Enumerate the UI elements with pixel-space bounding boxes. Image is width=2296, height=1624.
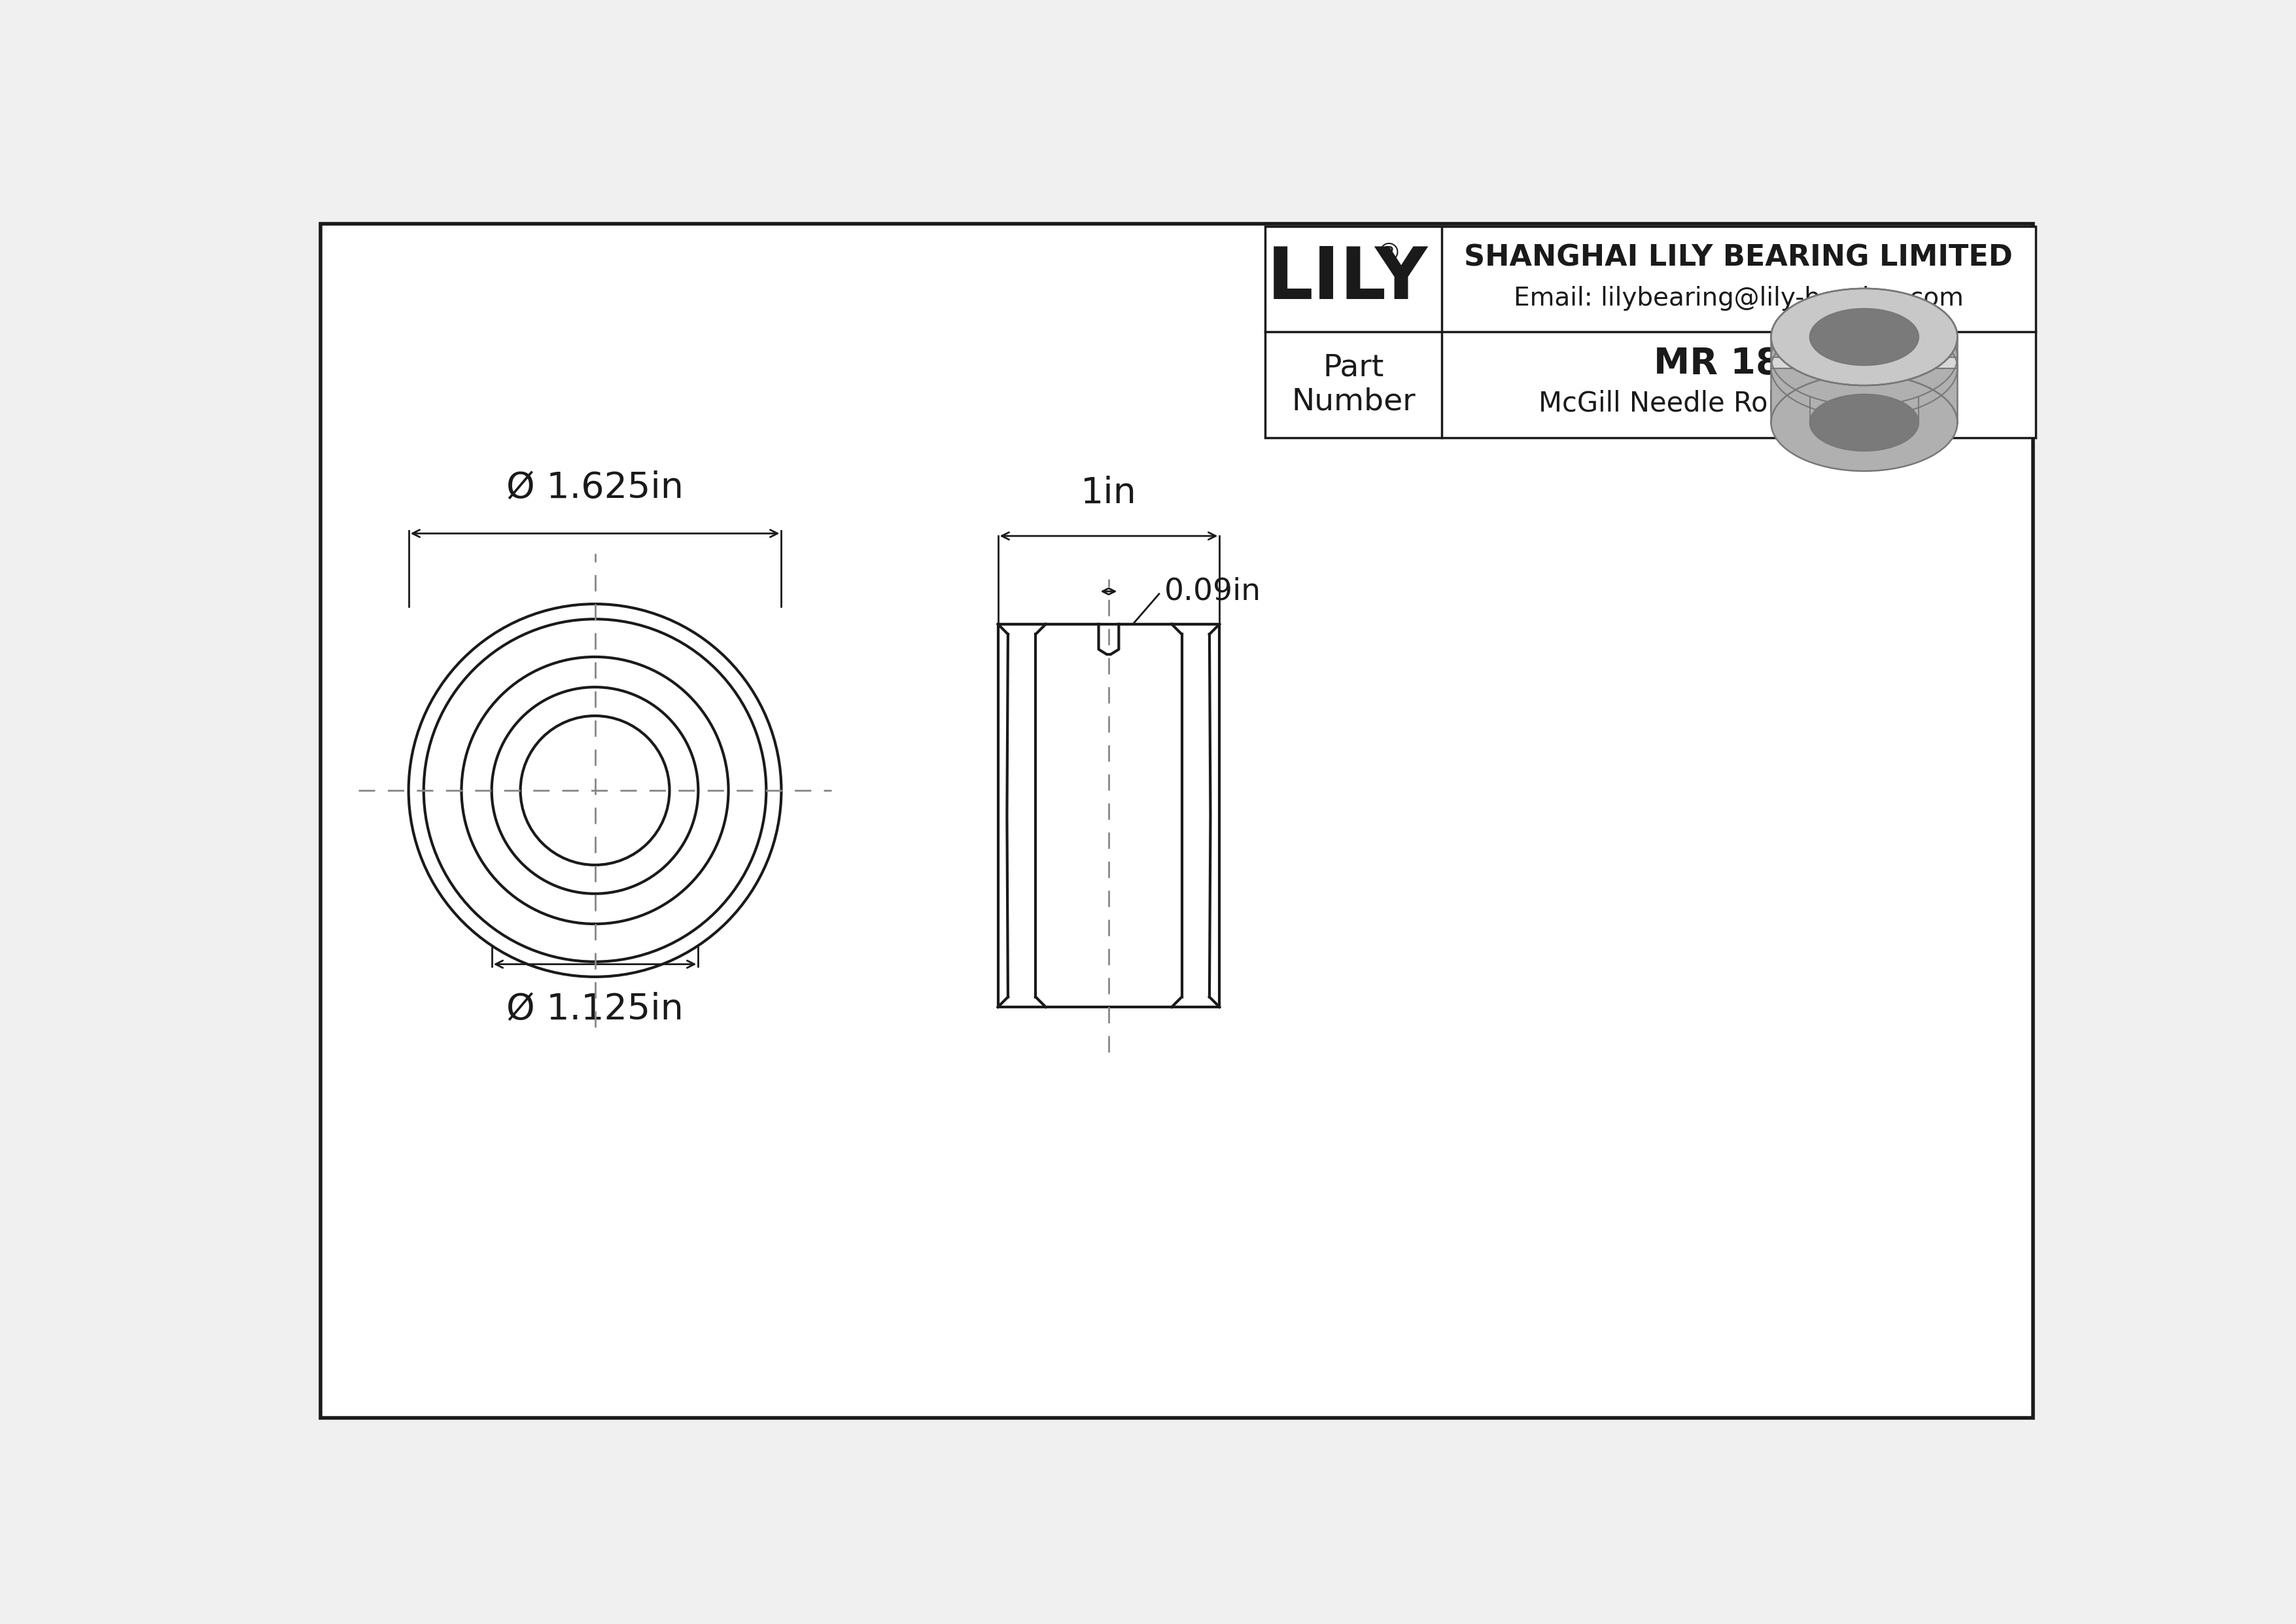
Text: ®: ®: [1375, 242, 1401, 266]
Text: 1in: 1in: [1081, 476, 1137, 512]
Ellipse shape: [1770, 374, 1958, 471]
Text: MR 18 N: MR 18 N: [1653, 346, 1823, 382]
Circle shape: [461, 656, 728, 924]
Text: SHANGHAI LILY BEARING LIMITED: SHANGHAI LILY BEARING LIMITED: [1465, 244, 2014, 271]
Text: Ø 1.125in: Ø 1.125in: [507, 992, 684, 1028]
Ellipse shape: [1809, 309, 1919, 365]
Ellipse shape: [1770, 289, 1958, 385]
Text: 0.09in: 0.09in: [1164, 577, 1261, 606]
Text: Ø 1.625in: Ø 1.625in: [507, 471, 684, 505]
Bar: [999, 624, 1219, 1007]
Text: Email: lilybearing@lily-bearing.com: Email: lilybearing@lily-bearing.com: [1513, 286, 1963, 310]
Polygon shape: [1770, 336, 1958, 422]
Circle shape: [425, 619, 767, 961]
Bar: [1265, 226, 2037, 438]
Circle shape: [409, 604, 781, 976]
Text: Part
Number: Part Number: [1290, 352, 1414, 416]
Bar: [1770, 357, 1958, 369]
Ellipse shape: [1809, 395, 1919, 451]
Circle shape: [491, 687, 698, 893]
Text: McGill Needle Roller Bearings: McGill Needle Roller Bearings: [1538, 390, 1938, 417]
Circle shape: [521, 716, 670, 866]
Text: LILY: LILY: [1267, 244, 1428, 313]
